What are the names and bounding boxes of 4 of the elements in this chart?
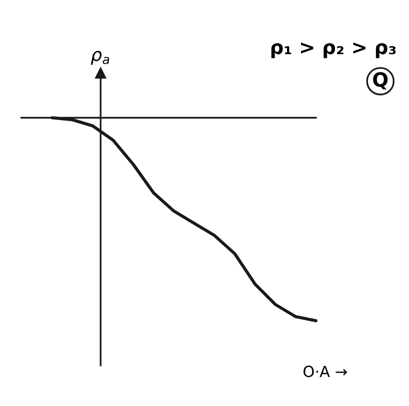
- x-axis-title: O·A →: [304, 366, 347, 378]
- chart-title: ρ₁ > ρ₂ > ρ₃: [271, 42, 396, 58]
- text: Q: [373, 72, 388, 90]
- y-axis-title: ρ$_{a}$: [90, 50, 110, 65]
